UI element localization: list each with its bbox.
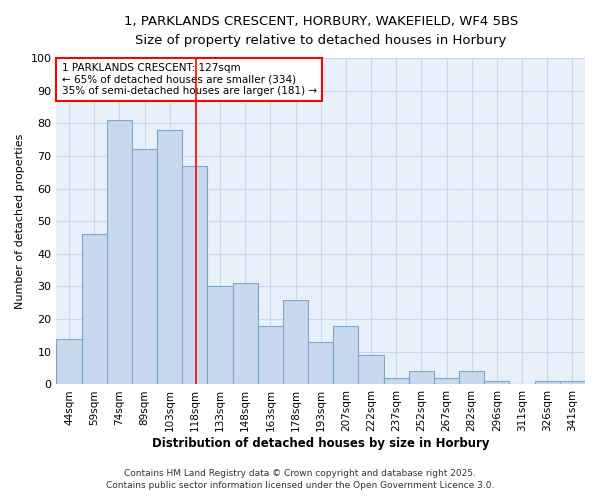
Y-axis label: Number of detached properties: Number of detached properties <box>15 134 25 309</box>
Bar <box>107 120 132 384</box>
Text: Contains HM Land Registry data © Crown copyright and database right 2025.
Contai: Contains HM Land Registry data © Crown c… <box>106 468 494 490</box>
Bar <box>535 381 560 384</box>
Bar <box>383 378 409 384</box>
Bar <box>308 342 333 384</box>
Bar <box>56 338 82 384</box>
Text: 1 PARKLANDS CRESCENT: 127sqm
← 65% of detached houses are smaller (334)
35% of s: 1 PARKLANDS CRESCENT: 127sqm ← 65% of de… <box>62 63 317 96</box>
Bar <box>434 378 459 384</box>
Bar <box>358 355 383 384</box>
Bar <box>484 381 509 384</box>
Bar <box>560 381 585 384</box>
Bar <box>283 300 308 384</box>
Bar <box>82 234 107 384</box>
Title: 1, PARKLANDS CRESCENT, HORBURY, WAKEFIELD, WF4 5BS
Size of property relative to : 1, PARKLANDS CRESCENT, HORBURY, WAKEFIEL… <box>124 15 518 47</box>
Bar <box>132 150 157 384</box>
Bar <box>208 286 233 384</box>
Bar <box>157 130 182 384</box>
Bar <box>182 166 208 384</box>
Bar <box>459 372 484 384</box>
Bar <box>233 283 258 384</box>
Bar <box>409 372 434 384</box>
X-axis label: Distribution of detached houses by size in Horbury: Distribution of detached houses by size … <box>152 437 490 450</box>
Bar <box>333 326 358 384</box>
Bar <box>258 326 283 384</box>
